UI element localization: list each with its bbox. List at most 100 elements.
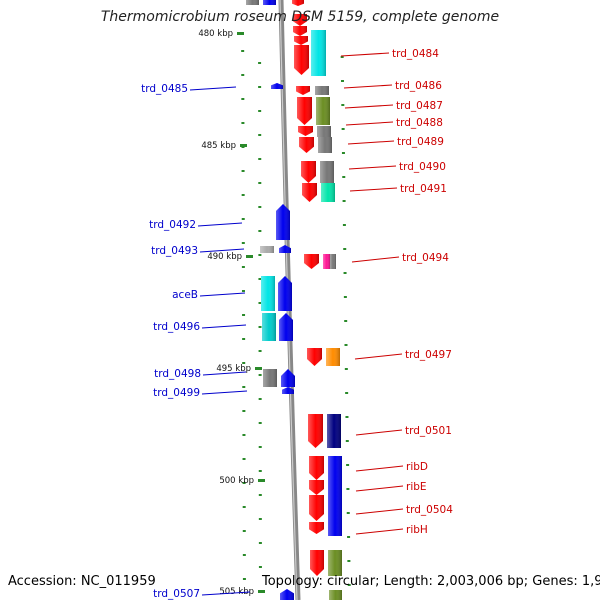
gene-labels[interactable]: trd_0484 trd_0486 trd_0487 trd_0488 trd_0489… — [141, 48, 453, 600]
gene-label-trd_0504[interactable]: trd_0504 — [406, 504, 453, 516]
gene-label-trd_0491[interactable]: trd_0491 — [400, 183, 447, 195]
gene-arrow-shade — [276, 204, 290, 240]
gene-label-ribD[interactable]: ribD — [406, 461, 428, 473]
gene-label-trd_0494[interactable]: trd_0494 — [402, 252, 449, 264]
track-dot-left-inner — [258, 182, 262, 184]
gene-label-trd_0507[interactable]: trd_0507 — [153, 588, 200, 600]
gene-label-trd_0497[interactable]: trd_0497 — [405, 349, 452, 361]
track-dot-left — [242, 506, 246, 508]
track-dot-left-inner — [258, 134, 262, 136]
track-dot-right — [343, 272, 347, 274]
track-dot-right — [346, 512, 350, 514]
leader-line-right — [351, 256, 400, 263]
track-dot-left — [242, 434, 246, 436]
gene-label-trd_0486[interactable]: trd_0486 — [395, 80, 442, 92]
track-dot-left-inner — [258, 158, 262, 160]
scale-label: 480 kbp — [198, 29, 233, 39]
track-dot-left — [241, 242, 245, 244]
gene-label-trd_0498[interactable]: trd_0498 — [154, 368, 201, 380]
leader-line-right — [355, 485, 404, 492]
gene-label-aceB[interactable]: aceB — [172, 289, 198, 301]
track-dot-left-inner — [258, 254, 262, 256]
gene-label-trd_0492[interactable]: trd_0492 — [149, 219, 196, 231]
track-dot-left — [242, 530, 246, 532]
gene-label-trd_0488[interactable]: trd_0488 — [396, 117, 443, 129]
scale-ticks: 480 kbp 485 kbp 490 kbp 495 kbp 500 kbp 505 k… — [198, 29, 265, 597]
track-dot-left-inner — [258, 518, 262, 520]
track-dot-left — [242, 554, 246, 556]
scale-tick — [237, 32, 244, 35]
cog-block-shade — [261, 276, 275, 311]
gene-arrow-shade — [296, 86, 310, 95]
track-dot-left — [242, 482, 246, 484]
cog-block-shade — [328, 456, 342, 536]
track-dot-left — [242, 314, 246, 316]
gene-label-trd_0496[interactable]: trd_0496 — [153, 321, 200, 333]
gene-label-trd_0485[interactable]: trd_0485 — [141, 83, 188, 95]
leader-line-right — [355, 429, 403, 436]
track-dot-right — [341, 128, 345, 130]
track-dot-right — [344, 344, 348, 346]
gene-label-trd_0484[interactable]: trd_0484 — [392, 48, 439, 60]
track-dot-left — [242, 338, 246, 340]
track-dot-left-inner — [258, 110, 262, 112]
leader-line-left — [201, 390, 248, 395]
track-dot-left — [242, 578, 246, 580]
gene-label-trd_0501[interactable]: trd_0501 — [405, 425, 452, 437]
gene-arrow-shade — [280, 589, 294, 600]
gene-arrow-shade — [299, 137, 314, 153]
gene-label-trd_0493[interactable]: trd_0493 — [151, 245, 198, 257]
leader-line-left — [201, 591, 251, 596]
leader-line-right — [355, 528, 404, 535]
track-dot-right — [345, 416, 349, 418]
track-dot-right — [344, 320, 348, 322]
track-dot-left-inner — [258, 86, 262, 88]
gene-fragment-shade — [292, 0, 304, 6]
cog-block-shade — [318, 137, 332, 153]
track-dot-left-inner — [258, 470, 262, 472]
track-dot-right — [347, 560, 351, 562]
track-dot-left — [241, 266, 245, 268]
gene-arrow-shade — [302, 183, 317, 202]
gene-arrow-shade — [279, 245, 291, 253]
track-dot-left-inner — [258, 350, 262, 352]
track-dot-left-inner — [258, 326, 262, 328]
scale-label: 500 kbp — [219, 476, 254, 486]
scale-label: 490 kbp — [207, 252, 242, 262]
scale-tick — [258, 590, 265, 593]
cog-block-shade — [329, 590, 342, 600]
track-dot-left-inner — [258, 62, 262, 64]
track-dot-left — [242, 458, 246, 460]
track-dot-left — [241, 98, 245, 100]
gene-arrow-shade — [281, 369, 295, 387]
track-dot-left-inner — [258, 278, 262, 280]
track-dot-left-inner — [258, 494, 262, 496]
scale-label: 485 kbp — [201, 141, 236, 151]
gene-arrow-shade — [309, 480, 324, 495]
gene-label-trd_0489[interactable]: trd_0489 — [397, 136, 444, 148]
gene-arrow-shade — [293, 14, 307, 26]
leader-line-right — [349, 187, 398, 192]
gene-label-trd_0490[interactable]: trd_0490 — [399, 161, 446, 173]
gene-arrow-shade — [309, 456, 324, 480]
gene-label-trd_0487[interactable]: trd_0487 — [396, 100, 443, 112]
gene-label-trd_0499[interactable]: trd_0499 — [153, 387, 200, 399]
cog-block-shade — [330, 254, 336, 269]
map-title: Thermomicrobium roseum DSM 5159, complet… — [100, 9, 500, 25]
leader-line-left — [197, 222, 243, 227]
leader-line-right — [343, 84, 393, 89]
gene-arrow-shade — [278, 276, 292, 311]
scale-tick — [240, 144, 247, 147]
leader-line-right — [355, 508, 404, 515]
gene-fragment-shade — [246, 0, 259, 5]
leader-line-right — [340, 52, 390, 57]
cog-block-shade — [328, 550, 342, 576]
gene-label-ribE[interactable]: ribE — [406, 481, 427, 493]
gene-arrow-shade — [301, 161, 316, 183]
gene-arrow-shade — [308, 414, 323, 448]
cog-block-shade — [317, 126, 331, 137]
cog-block-shade — [315, 86, 329, 95]
gene-arrow-shade — [279, 313, 293, 341]
gene-label-ribH[interactable]: ribH — [406, 524, 428, 536]
